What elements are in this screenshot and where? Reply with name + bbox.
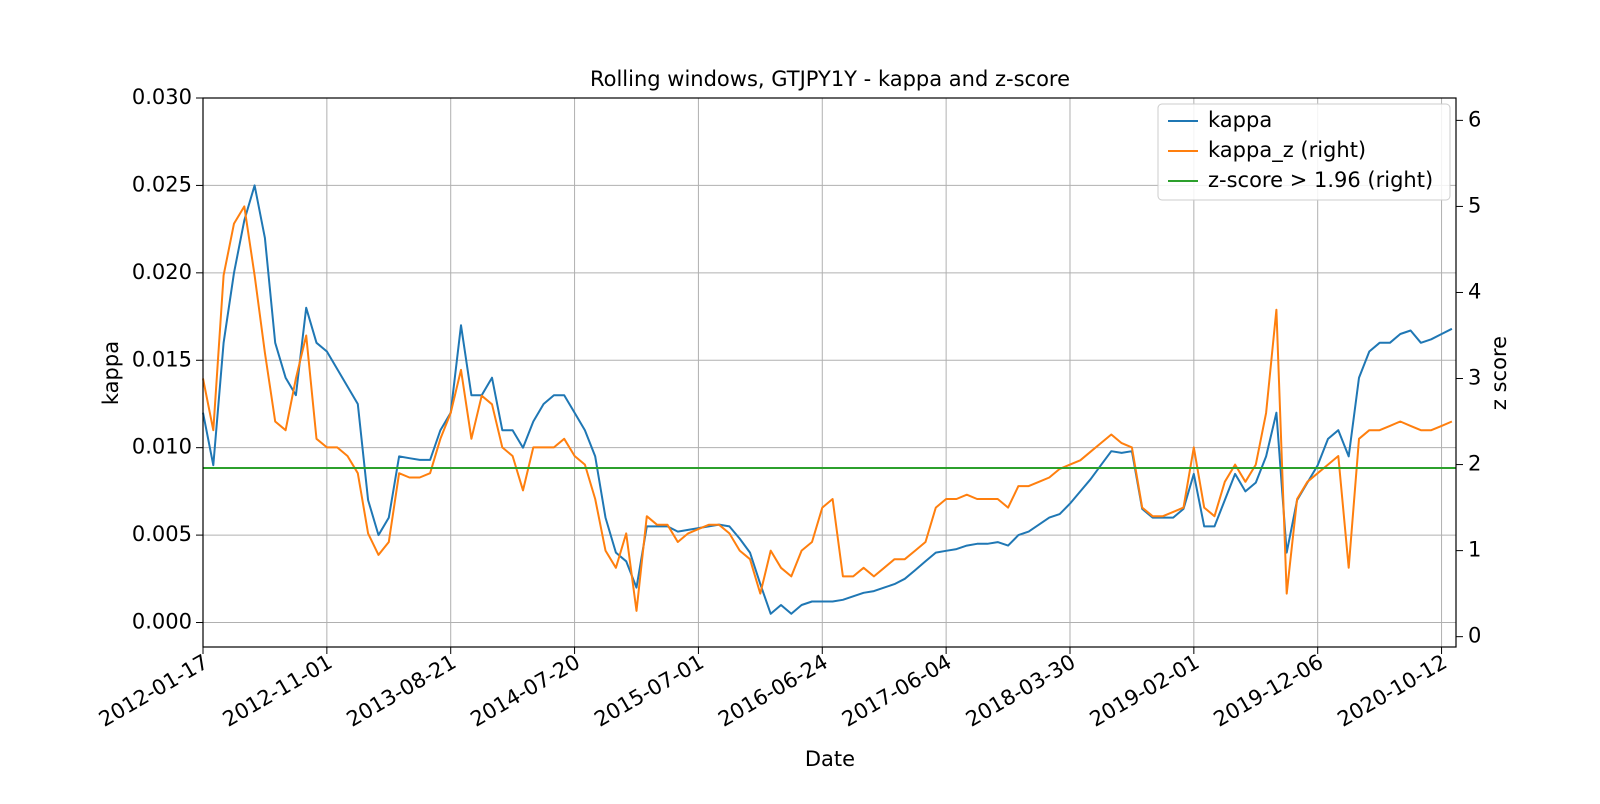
- x-tick-label: 2015-07-01: [590, 650, 708, 732]
- x-tick-label: 2017-06-04: [838, 650, 956, 732]
- y-tick-label: 0.010: [132, 435, 192, 459]
- x-tick-label: 2020-10-12: [1333, 650, 1451, 732]
- legend-label: kappa_z (right): [1208, 138, 1366, 163]
- x-tick-label: 2018-03-30: [962, 650, 1080, 732]
- y2-tick-label: 3: [1468, 366, 1481, 390]
- x-axis-label: Date: [805, 747, 855, 771]
- y2-tick-label: 2: [1468, 452, 1481, 476]
- y-tick-label: 0.030: [132, 85, 192, 109]
- x-tick-label: 2012-01-17: [95, 650, 213, 732]
- y-tick-label: 0.015: [132, 347, 192, 371]
- plot-frame: [202, 97, 1457, 648]
- y-tick-label: 0.025: [132, 172, 192, 196]
- y-axis-label: kappa: [99, 341, 123, 405]
- x-tick-label: 2013-08-21: [343, 650, 461, 732]
- series-line: [202, 184, 1453, 615]
- y-tick-label: 0.000: [132, 610, 192, 634]
- y2-axis-label: z score: [1487, 336, 1511, 410]
- x-tick-label: 2014-07-20: [466, 650, 584, 732]
- legend-box: [1157, 103, 1451, 201]
- legend-label: z-score > 1.96 (right): [1208, 168, 1433, 192]
- y-tick-label: 0.005: [132, 522, 192, 546]
- x-tick-label: 2016-06-24: [714, 650, 832, 732]
- legend-label: kappa: [1208, 108, 1272, 132]
- y2-tick-label: 4: [1468, 279, 1481, 303]
- y2-tick-label: 6: [1468, 107, 1481, 131]
- x-tick-label: 2019-12-06: [1209, 650, 1327, 732]
- y2-tick-label: 0: [1468, 624, 1481, 648]
- y2-tick-label: 1: [1468, 538, 1481, 562]
- series-line: [202, 205, 1453, 612]
- x-tick-label: 2019-02-01: [1086, 650, 1204, 732]
- chart-title: Rolling windows, GTJPY1Y - kappa and z-s…: [590, 67, 1070, 91]
- y2-tick-label: 5: [1468, 193, 1481, 217]
- x-tick-label: 2012-11-01: [219, 650, 337, 732]
- y-tick-label: 0.020: [132, 260, 192, 284]
